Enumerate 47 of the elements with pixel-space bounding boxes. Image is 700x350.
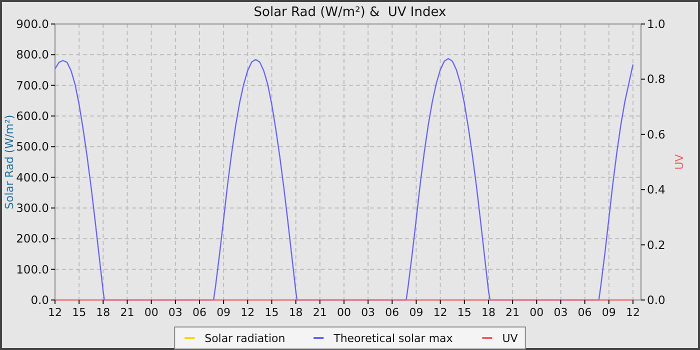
x-tick-label: 12 <box>433 306 448 319</box>
y2-tick-label: 1.0 <box>647 17 666 31</box>
y2-tick-label: 0.6 <box>647 127 666 142</box>
y2-tick-label: 0.4 <box>647 182 666 197</box>
y-tick-label: 100.0 <box>16 262 49 276</box>
x-tick-label: 09 <box>602 306 616 319</box>
legend-label: Theoretical solar max <box>332 332 454 345</box>
chart-title: Solar Rad (W/m²) & UV Index <box>254 5 447 20</box>
y2-tick-label: 0.8 <box>647 72 666 86</box>
y-axis-title: Solar Rad (W/m²) <box>3 114 16 210</box>
legend-label: Solar radiation <box>204 332 286 345</box>
y-tick-label: 700.0 <box>16 78 49 92</box>
x-tick-label: 18 <box>288 306 303 319</box>
y-tick-label: 200.0 <box>16 232 49 246</box>
x-tick-label: 03 <box>361 306 376 319</box>
x-tick-label: 21 <box>506 306 520 319</box>
x-tick-label: 06 <box>578 306 592 319</box>
x-tick-label: 12 <box>48 306 62 319</box>
x-tick-label: 21 <box>312 306 327 319</box>
y-tick-label: 800.0 <box>16 48 49 62</box>
x-tick-label: 00 <box>144 306 158 319</box>
x-tick-label: 06 <box>192 306 206 319</box>
x-tick-label: 15 <box>457 306 472 319</box>
y2-tick-label: 0.0 <box>647 293 666 307</box>
x-tick-label: 09 <box>409 306 424 319</box>
y-tick-label: 0.0 <box>30 293 49 307</box>
x-tick-label: 00 <box>336 306 351 319</box>
x-tick-label: 06 <box>385 306 400 319</box>
y-tick-label: 300.0 <box>16 201 49 215</box>
x-tick-label: 18 <box>96 306 110 319</box>
x-tick-label: 21 <box>120 306 134 319</box>
y-tick-label: 900.0 <box>16 17 49 31</box>
x-tick-label: 15 <box>264 306 279 319</box>
legend-label: UV <box>502 332 518 345</box>
y-tick-label: 500.0 <box>16 140 49 154</box>
x-tick-label: 09 <box>216 306 231 319</box>
y2-axis-title: UV <box>673 154 686 170</box>
y2-tick-label: 0.2 <box>647 238 666 252</box>
x-tick-label: 15 <box>72 306 86 319</box>
x-tick-label: 12 <box>240 306 255 319</box>
x-tick-label: 03 <box>168 306 182 319</box>
x-tick-label: 00 <box>530 306 544 319</box>
y-tick-label: 400.0 <box>16 170 49 184</box>
x-tick-label: 18 <box>481 306 496 319</box>
x-tick-label: 03 <box>554 306 568 319</box>
x-tick-label: 12 <box>626 306 640 319</box>
y-tick-label: 600.0 <box>16 109 49 123</box>
